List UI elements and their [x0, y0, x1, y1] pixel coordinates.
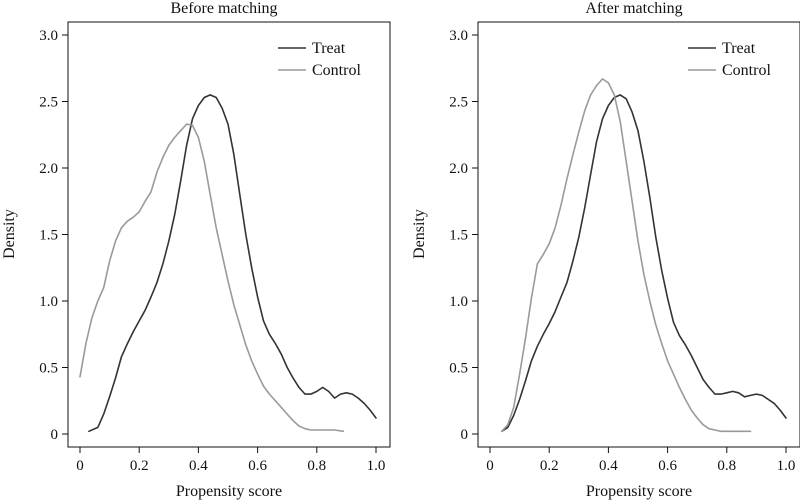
y-tick-label: 3.0 — [39, 28, 58, 44]
x-tick-label: 0.4 — [599, 458, 618, 474]
plot-frame — [477, 21, 800, 448]
series-line-treat — [501, 94, 787, 433]
y-tick-label: 1.5 — [39, 228, 58, 244]
y-tick-label: 2.5 — [449, 95, 468, 111]
x-tick-label: 0.6 — [658, 458, 677, 474]
x-tick-label: 0.8 — [717, 458, 736, 474]
x-tick-label: 0.2 — [540, 458, 559, 474]
chart-title: After matching — [585, 0, 682, 17]
chart-title: Before matching — [170, 0, 277, 17]
series-line-treat — [88, 94, 377, 433]
plot-layer: 0 0.2 0.4 0.6 0.8 1.0 0 0.5 1.0 1.5 2.0 2.5 3.0 — [39, 21, 391, 474]
legend: Treat Control — [278, 40, 361, 79]
y-tick-label: 2.5 — [39, 95, 58, 111]
y-tick-label: 1.5 — [449, 228, 468, 244]
y-axis-title: Density — [411, 209, 428, 259]
x-axis-title: Propensity score — [176, 483, 282, 500]
series-line-control — [79, 123, 345, 433]
x-tick-label: 0.2 — [130, 458, 149, 474]
x-tick-label: 0 — [486, 458, 494, 474]
x-tick-label: 0.6 — [248, 458, 267, 474]
x-tick-label: 1.0 — [777, 458, 796, 474]
legend-label-treat: Treat — [312, 40, 346, 57]
y-tick-label: 0 — [461, 427, 469, 443]
x-tick-label: 1.0 — [367, 458, 386, 474]
y-axis-title: Density — [1, 209, 18, 259]
legend-label-treat: Treat — [722, 40, 756, 57]
legend: Treat Control — [688, 40, 771, 79]
chart-before-matching: 0 0.2 0.4 0.6 0.8 1.0 0 0.5 1.0 1.5 2.0 2.5 3.0 Befo… — [1, 0, 391, 500]
legend-label-control: Control — [722, 62, 771, 79]
y-tick-label: 1.0 — [39, 294, 58, 310]
legend-label-control: Control — [312, 62, 361, 79]
plot-layer: 0 0.2 0.4 0.6 0.8 1.0 0 0.5 1.0 1.5 2.0 2.5 3.0 — [449, 21, 800, 474]
chart-after-matching: 0 0.2 0.4 0.6 0.8 1.0 0 0.5 1.0 1.5 2.0 2.5 3.0 Afte… — [411, 0, 800, 500]
y-tick-label: 0.5 — [39, 361, 58, 377]
x-axis-title: Propensity score — [586, 483, 692, 500]
x-tick-label: 0 — [76, 458, 84, 474]
x-tick-label: 0.4 — [189, 458, 208, 474]
y-tick-label: 1.0 — [449, 294, 468, 310]
y-tick-label: 2.0 — [39, 161, 58, 177]
y-tick-label: 3.0 — [449, 28, 468, 44]
series-line-control — [501, 78, 752, 433]
y-tick-label: 2.0 — [449, 161, 468, 177]
x-tick-label: 0.8 — [307, 458, 326, 474]
y-tick-label: 0.5 — [449, 361, 468, 377]
plot-frame — [67, 21, 391, 448]
y-tick-label: 0 — [51, 427, 59, 443]
